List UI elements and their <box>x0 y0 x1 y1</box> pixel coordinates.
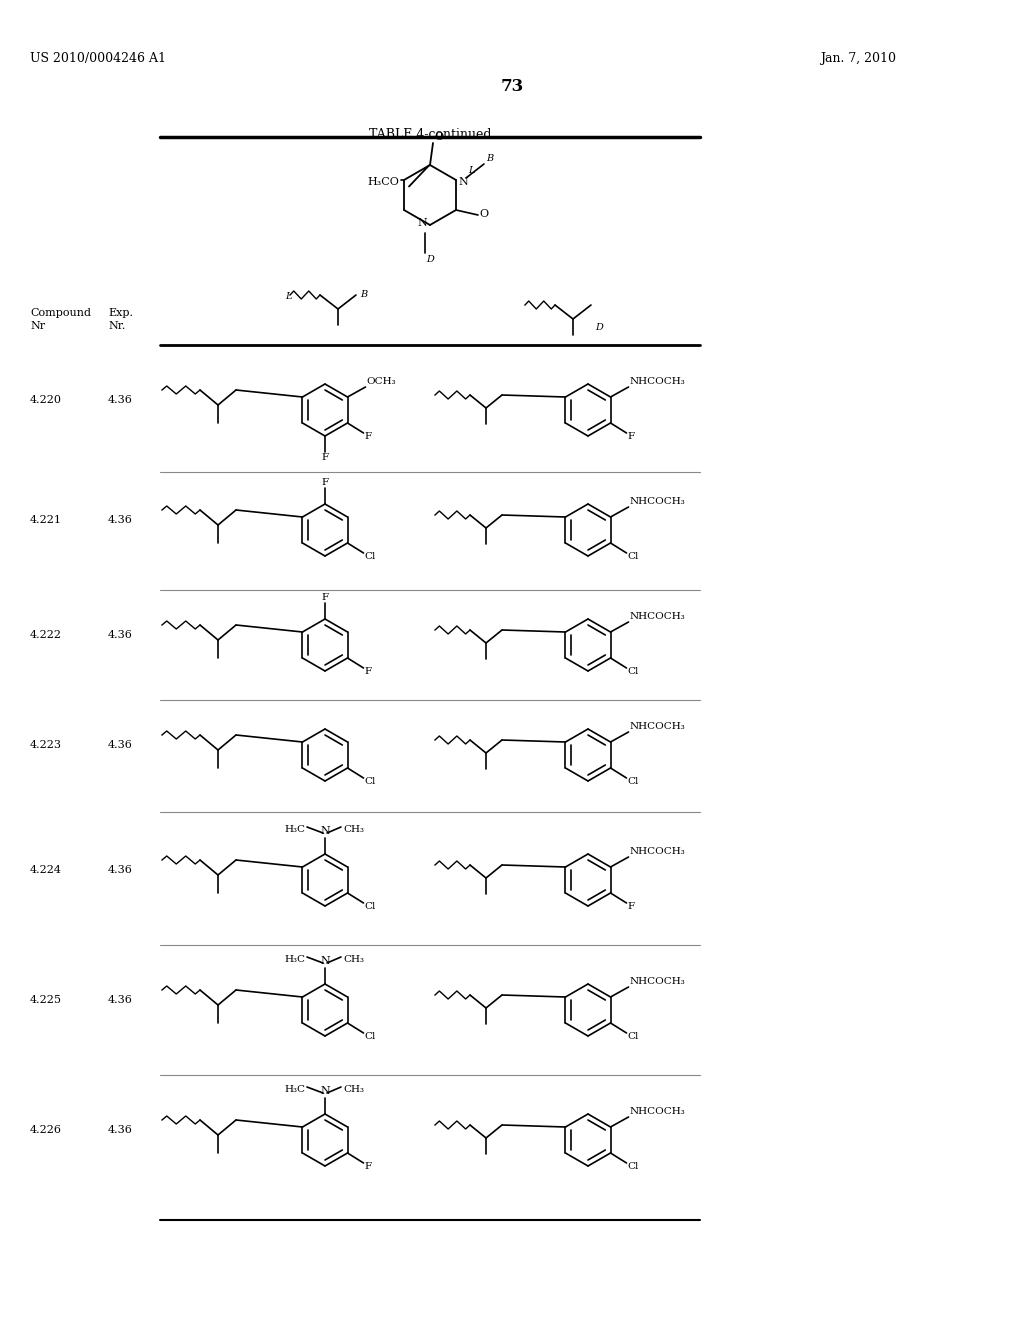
Text: F: F <box>628 902 635 911</box>
Text: D: D <box>426 255 434 264</box>
Text: NHCOCH₃: NHCOCH₃ <box>630 847 685 855</box>
Text: N: N <box>321 826 330 836</box>
Text: Cl: Cl <box>365 1032 376 1041</box>
Text: CH₃: CH₃ <box>343 1085 364 1093</box>
Text: NHCOCH₃: NHCOCH₃ <box>630 498 685 506</box>
Text: N: N <box>458 177 468 187</box>
Text: CH₃: CH₃ <box>343 825 364 833</box>
Text: Exp.: Exp. <box>108 308 133 318</box>
Text: 4.221: 4.221 <box>30 515 62 525</box>
Text: H₃CO: H₃CO <box>368 177 399 187</box>
Text: N: N <box>321 1086 330 1096</box>
Text: 4.36: 4.36 <box>108 1125 133 1135</box>
Text: Nr: Nr <box>30 321 45 331</box>
Text: Cl: Cl <box>365 552 376 561</box>
Text: 4.224: 4.224 <box>30 865 62 875</box>
Text: F: F <box>365 432 372 441</box>
Text: L: L <box>468 166 474 176</box>
Text: N: N <box>417 218 427 228</box>
Text: Cl: Cl <box>628 1162 639 1171</box>
Text: OCH₃: OCH₃ <box>367 378 396 385</box>
Text: F: F <box>365 667 372 676</box>
Text: NHCOCH₃: NHCOCH₃ <box>630 612 685 620</box>
Text: 4.222: 4.222 <box>30 630 62 640</box>
Text: D: D <box>595 323 603 333</box>
Text: Cl: Cl <box>365 902 376 911</box>
Text: NHCOCH₃: NHCOCH₃ <box>630 1107 685 1115</box>
Text: L: L <box>285 292 292 301</box>
Text: CH₃: CH₃ <box>343 954 364 964</box>
Text: F: F <box>322 453 329 462</box>
Text: TABLE 4-continued: TABLE 4-continued <box>369 128 492 141</box>
Text: 4.36: 4.36 <box>108 395 133 405</box>
Text: 4.36: 4.36 <box>108 995 133 1005</box>
Text: O: O <box>434 132 443 143</box>
Text: 4.36: 4.36 <box>108 741 133 750</box>
Text: H₃C: H₃C <box>284 825 305 833</box>
Text: 4.36: 4.36 <box>108 865 133 875</box>
Text: Cl: Cl <box>628 667 639 676</box>
Text: 73: 73 <box>501 78 523 95</box>
Text: Jan. 7, 2010: Jan. 7, 2010 <box>820 51 896 65</box>
Text: 4.220: 4.220 <box>30 395 62 405</box>
Text: F: F <box>365 1162 372 1171</box>
Text: F: F <box>322 478 329 487</box>
Text: Compound: Compound <box>30 308 91 318</box>
Text: Cl: Cl <box>628 1032 639 1041</box>
Text: F: F <box>628 432 635 441</box>
Text: 4.36: 4.36 <box>108 630 133 640</box>
Text: 4.226: 4.226 <box>30 1125 62 1135</box>
Text: H₃C: H₃C <box>284 954 305 964</box>
Text: Cl: Cl <box>365 777 376 785</box>
Text: 4.223: 4.223 <box>30 741 62 750</box>
Text: 4.36: 4.36 <box>108 515 133 525</box>
Text: Cl: Cl <box>628 552 639 561</box>
Text: NHCOCH₃: NHCOCH₃ <box>630 722 685 731</box>
Text: Cl: Cl <box>628 777 639 785</box>
Text: O: O <box>479 209 488 219</box>
Text: H₃C: H₃C <box>284 1085 305 1093</box>
Text: US 2010/0004246 A1: US 2010/0004246 A1 <box>30 51 166 65</box>
Text: F: F <box>322 593 329 602</box>
Text: NHCOCH₃: NHCOCH₃ <box>630 977 685 986</box>
Text: 4.225: 4.225 <box>30 995 62 1005</box>
Text: B: B <box>486 154 494 162</box>
Text: B: B <box>360 290 368 300</box>
Text: Nr.: Nr. <box>108 321 125 331</box>
Text: N: N <box>321 956 330 966</box>
Text: NHCOCH₃: NHCOCH₃ <box>630 378 685 385</box>
